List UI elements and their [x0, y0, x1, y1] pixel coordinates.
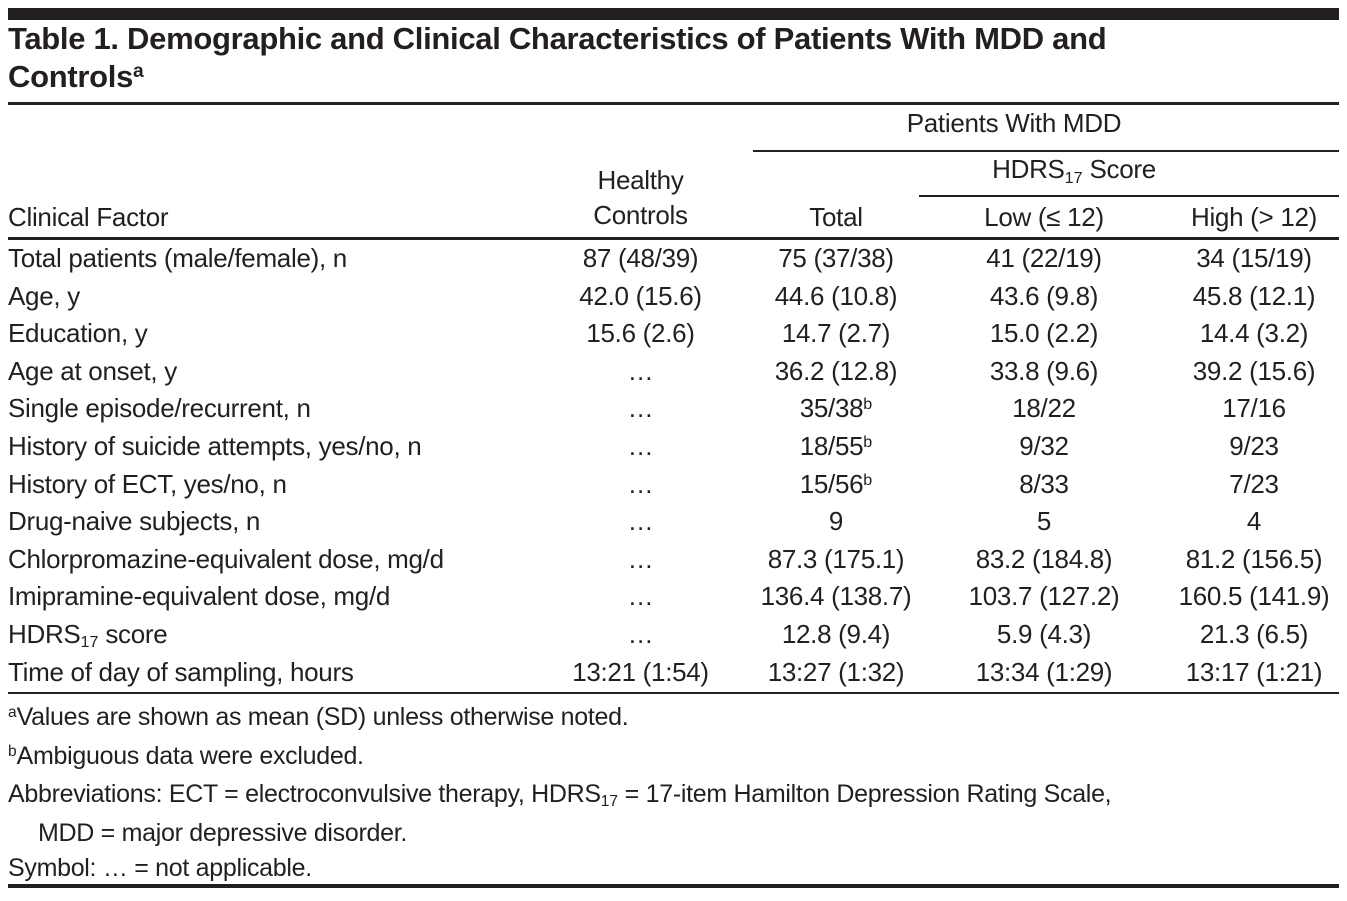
- cell-hdrs-low: 15.0 (2.2): [989, 318, 1099, 349]
- cell-hdrs-high: 45.8 (12.1): [1192, 280, 1316, 311]
- row-label: Total patients (male/female), n: [8, 243, 347, 273]
- table-header: Patients With MDD HDRS17 Score Clinical …: [8, 105, 1339, 237]
- cell-mdd-total: 35/38b: [799, 393, 873, 424]
- cell-mdd-total: 12.8 (9.4): [781, 618, 891, 649]
- cell-healthy-controls: …: [627, 543, 654, 574]
- top-bar: [8, 8, 1339, 20]
- healthy-line1: Healthy: [597, 165, 684, 195]
- cell-healthy-controls: …: [627, 506, 654, 537]
- row-label: History of suicide attempts, yes/no, n: [8, 430, 422, 461]
- cell-mdd-total: 87.3 (175.1): [767, 543, 905, 574]
- title-line2: Controls: [8, 59, 134, 94]
- cell-healthy-controls: …: [627, 468, 654, 499]
- footnote-line: bAmbiguous data were excluded.: [8, 741, 364, 770]
- cell-mdd-total: 9: [828, 506, 844, 537]
- cell-hdrs-low: 8/33: [1019, 468, 1069, 499]
- cell-hdrs-high: 7/23: [1229, 468, 1279, 499]
- cell-hdrs-low: 5: [1036, 506, 1052, 537]
- column-header-total: Total: [809, 202, 863, 232]
- cell-hdrs-high: 39.2 (15.6): [1192, 355, 1316, 386]
- row-label: Age, y: [8, 280, 80, 311]
- cell-mdd-total: 36.2 (12.8): [774, 355, 898, 386]
- row-label: Imipramine-equivalent dose, mg/d: [8, 581, 391, 612]
- row-label: Drug-naive subjects, n: [8, 506, 261, 537]
- cell-hdrs-low: 41 (22/19): [986, 243, 1102, 273]
- cell-hdrs-low: 9/32: [1019, 430, 1069, 461]
- footnote-line: Abbreviations: ECT = electroconvulsive t…: [8, 780, 1112, 811]
- rule-under-title: [8, 102, 1339, 105]
- cell-hdrs-high: 4: [1246, 506, 1262, 537]
- cell-hdrs-high: 81.2 (156.5): [1185, 543, 1323, 574]
- cell-hdrs-high: 21.3 (6.5): [1199, 618, 1309, 649]
- cell-hdrs-low: 103.7 (127.2): [968, 581, 1120, 612]
- cell-healthy-controls: …: [627, 393, 654, 424]
- cell-healthy-controls: 42.0 (15.6): [579, 280, 702, 311]
- rule-under-header: [8, 237, 1339, 240]
- column-header-healthy-controls: Healthy Controls: [448, 163, 753, 233]
- hdrs-label-prefix: HDRS: [992, 154, 1065, 184]
- cell-hdrs-high: 13:17 (1:21): [1185, 656, 1323, 687]
- cell-healthy-controls: …: [627, 430, 654, 461]
- column-group-patients-with-mdd: Patients With MDD: [906, 108, 1122, 138]
- column-group-hdrs17-score: HDRS17 Score: [919, 154, 1339, 187]
- cell-hdrs-low: 43.6 (9.8): [989, 280, 1099, 311]
- bottom-rule: [8, 884, 1339, 888]
- cell-hdrs-high: 34 (15/19): [1196, 243, 1312, 273]
- healthy-line2: Controls: [593, 200, 688, 230]
- hdrs-label-subscript: 17: [1064, 168, 1083, 187]
- cell-mdd-total: 44.6 (10.8): [774, 280, 898, 311]
- cell-hdrs-high: 17/16: [1222, 393, 1286, 424]
- cell-healthy-controls: 13:21 (1:54): [572, 656, 709, 687]
- cell-mdd-total: 15/56b: [799, 468, 873, 499]
- hdrs-label-suffix: Score: [1082, 154, 1156, 184]
- cell-mdd-total: 14.7 (2.7): [781, 318, 891, 349]
- title-footnote-marker: a: [133, 61, 144, 83]
- cell-hdrs-low: 18/22: [1012, 393, 1076, 424]
- cell-mdd-total: 13:27 (1:32): [767, 656, 905, 687]
- title-line1: Table 1. Demographic and Clinical Charac…: [8, 21, 1107, 56]
- cell-healthy-controls: 87 (48/39): [582, 243, 699, 273]
- row-label: HDRS17 score: [8, 618, 168, 652]
- table-title: Table 1. Demographic and Clinical Charac…: [8, 20, 1107, 101]
- cell-mdd-total: 18/55b: [799, 430, 873, 461]
- column-header-low: Low (≤ 12): [984, 202, 1104, 232]
- footnote-line: Symbol: … = not applicable.: [8, 854, 312, 882]
- cell-mdd-total: 75 (37/38): [778, 243, 894, 273]
- table-body: Total patients (male/female), n 87 (48/39…: [8, 240, 1339, 691]
- cell-hdrs-high: 9/23: [1229, 430, 1279, 461]
- rule-under-hdrs-group: [919, 195, 1339, 197]
- row-label: Single episode/recurrent, n: [8, 393, 311, 424]
- footnote-line: aValues are shown as mean (SD) unless ot…: [8, 703, 629, 731]
- cell-hdrs-high: 14.4 (3.2): [1199, 318, 1309, 349]
- row-label: Age at onset, y: [8, 355, 177, 386]
- rule-under-mdd-group: [753, 150, 1339, 152]
- rule-under-data: [8, 692, 1339, 694]
- row-label: Time of day of sampling, hours: [8, 656, 354, 687]
- cell-healthy-controls: 15.6 (2.6): [586, 318, 695, 349]
- footnote-line: MDD = major depressive disorder.: [38, 818, 408, 847]
- column-header-clinical-factor: Clinical Factor: [8, 202, 169, 232]
- cell-healthy-controls: …: [627, 618, 654, 649]
- cell-healthy-controls: …: [627, 355, 654, 386]
- cell-healthy-controls: …: [627, 581, 654, 612]
- column-header-high: High (> 12): [1190, 202, 1318, 232]
- row-label: Education, y: [8, 318, 148, 349]
- cell-hdrs-low: 13:34 (1:29): [975, 656, 1113, 687]
- cell-hdrs-low: 83.2 (184.8): [975, 543, 1113, 574]
- cell-hdrs-low: 33.8 (9.6): [989, 355, 1099, 386]
- row-label: History of ECT, yes/no, n: [8, 468, 287, 499]
- cell-hdrs-high: 160.5 (141.9): [1178, 581, 1330, 612]
- row-label: Chlorpromazine-equivalent dose, mg/d: [8, 543, 444, 574]
- cell-mdd-total: 136.4 (138.7): [760, 581, 912, 612]
- footnotes: aValues are shown as mean (SD) unless ot…: [8, 700, 1339, 887]
- cell-hdrs-low: 5.9 (4.3): [996, 618, 1092, 649]
